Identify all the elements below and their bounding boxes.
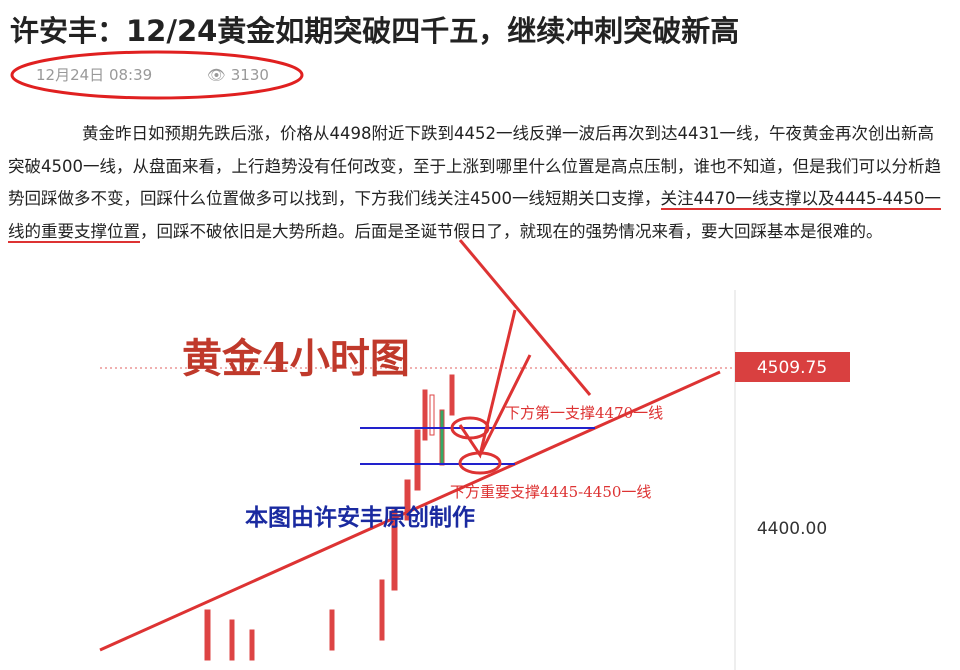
credit: 本图由许安丰原创制作 [245,504,475,531]
support-label: 下方第一支撑4470一线 [505,404,663,422]
candles [204,374,455,661]
price-tag-text: 4509.75 [757,358,827,378]
text: 黄金昨日如预期先跌后涨，价格从4498附近下跌到4452一线反弹一波后再次到达4… [8,124,941,208]
chart-image [100,290,850,670]
image-title: 黄金4小时图 [182,335,410,382]
price-tag [735,352,850,382]
circle [458,451,502,475]
article-title: 许安丰：12/24黄金如期突破四千五，继续冲刺突破新高 [10,14,740,48]
views: 👁 3130 [206,66,269,84]
date: 12月24日 08:39 [36,66,153,84]
view-count: 3130 [230,66,269,84]
axis-label: 4400.00 [757,519,827,539]
paragraph: 黄金昨日如预期先跌后涨，价格从4498附近下跌到4452一线反弹一波后再次到达4… [8,118,944,248]
highlight: 关注4470一线支撑以及4445-4450一线的重要支撑位置 [8,189,941,243]
arrows [458,239,592,459]
trend-line [99,370,721,652]
meta: 12月24日 08:39 👁 3130 [36,64,349,85]
circle [450,416,490,440]
text: ，回踩不破依旧是大势所趋。后面是圣诞节假日了，就现在的强势情况来看，要大回踩基本… [140,221,883,241]
support-label: 下方重要支撑4445-4450一线 [450,483,651,501]
